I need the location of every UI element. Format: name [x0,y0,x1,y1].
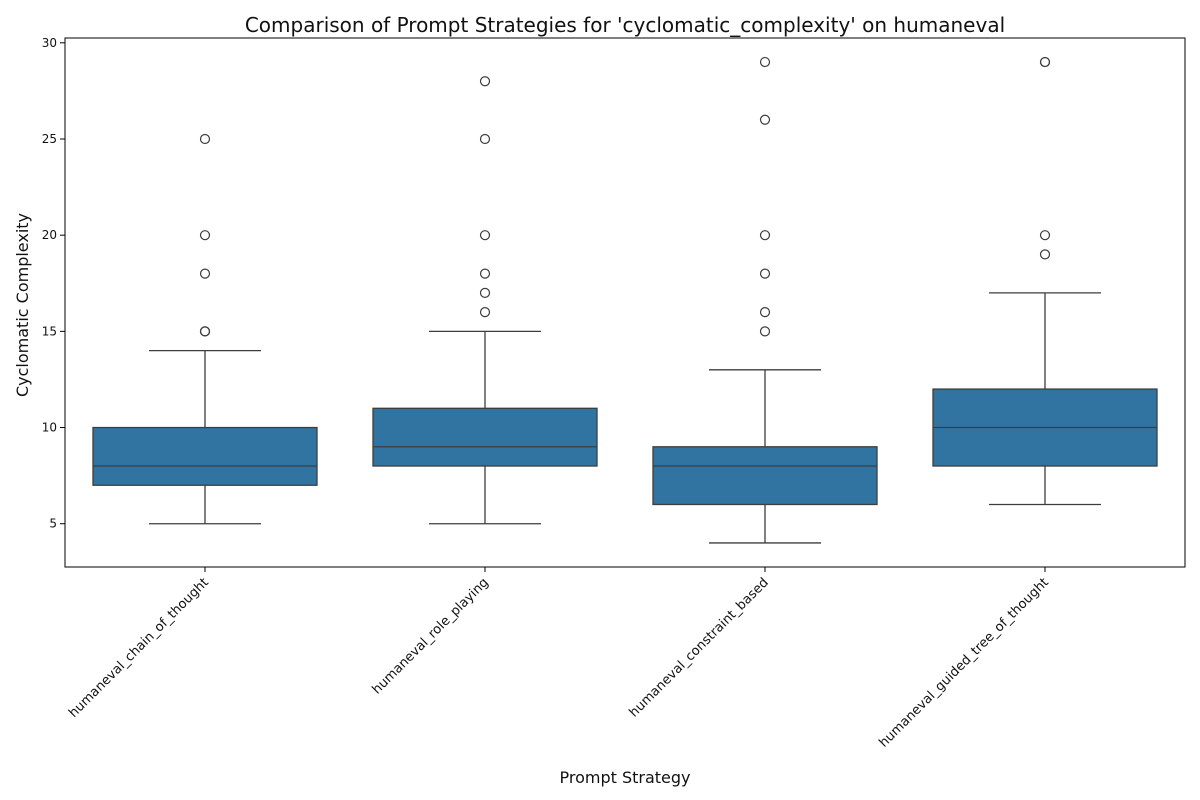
x-tick-label: humaneval_constraint_based [627,575,772,720]
outlier-point [759,230,771,241]
box-iqr [652,446,878,506]
outlier-point [479,230,491,241]
outlier-point [479,287,491,298]
plot-frame [64,37,1186,568]
outlier-point [1039,56,1051,68]
y-tick-label: 20 [42,228,57,242]
y-tick-label: 5 [49,517,57,531]
outlier-point [759,114,771,125]
outlier-point [1039,249,1051,260]
outlier-point [759,268,771,279]
y-tick-label: 15 [42,324,57,338]
outlier-point [479,76,491,87]
box-iqr [92,426,318,486]
outlier-point [479,268,491,279]
x-tick-label: humaneval_guided_tree_of_thought [876,575,1051,750]
y-tick-label: 30 [42,36,57,50]
x-tick-label: humaneval_role_playing [370,575,492,697]
outlier-point [199,230,211,241]
x-axis-label: Prompt Strategy [559,768,690,787]
outlier-point [199,326,211,337]
x-tick-label: humaneval_chain_of_thought [66,575,212,721]
outlier-point [479,307,491,318]
outlier-point [759,56,771,68]
y-tick-label: 10 [42,421,57,435]
outlier-point [479,133,491,145]
outlier-point [199,268,211,279]
outlier-point [199,133,211,145]
plot-area: 5 10 15 20 25 30 humaneval_chain_of_thought hum… [42,36,1186,751]
outlier-point [1039,230,1051,241]
y-axis-label: Cyclomatic Complexity [13,213,32,397]
y-tick-label: 25 [42,132,57,146]
outlier-point [759,326,771,337]
chart-title: Comparison of Prompt Strategies for 'cyc… [245,13,1005,37]
box-iqr [372,407,598,467]
outlier-point [759,307,771,318]
